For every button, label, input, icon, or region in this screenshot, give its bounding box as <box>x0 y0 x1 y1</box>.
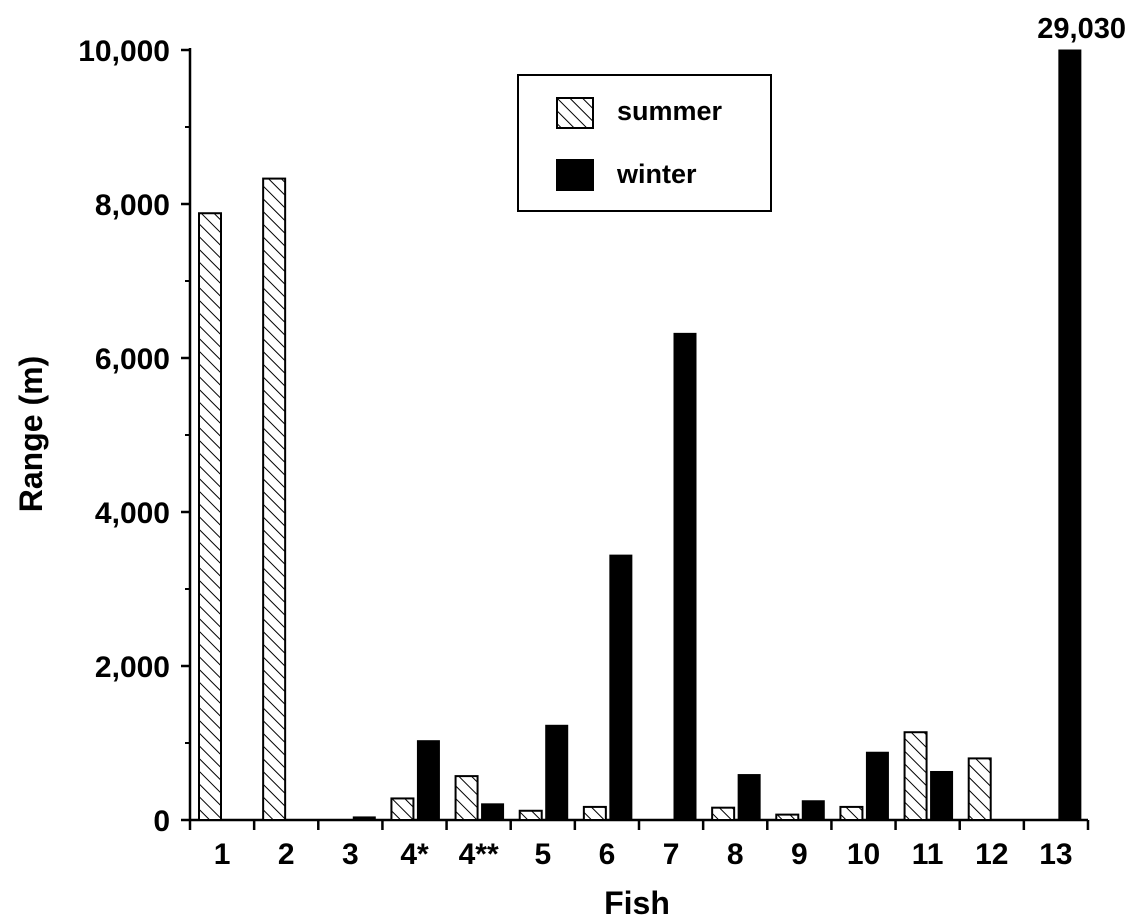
bar-summer <box>391 798 413 820</box>
legend-swatch-winter <box>557 160 593 190</box>
y-tick-label: 8,000 <box>95 189 170 222</box>
x-tick-label: 5 <box>534 838 551 871</box>
bar-winter <box>353 817 375 820</box>
x-tick-label: 12 <box>975 838 1008 871</box>
y-tick-label: 0 <box>153 805 170 838</box>
bar-summer <box>905 732 927 820</box>
x-tick-label: 6 <box>599 838 616 871</box>
bar-winter <box>738 775 760 820</box>
y-tick-label: 4,000 <box>95 497 170 530</box>
x-tick-label: 8 <box>727 838 744 871</box>
x-tick-label: 1 <box>214 838 231 871</box>
bar-summer <box>520 811 542 820</box>
bar-winter <box>931 771 953 820</box>
x-tick-label: 7 <box>663 838 680 871</box>
x-tick-label: 4* <box>400 838 429 871</box>
bar-summer <box>712 808 734 820</box>
bar-summer <box>456 776 478 820</box>
legend-label-summer: summer <box>617 96 723 126</box>
bar-winter <box>546 725 568 820</box>
bar-summer <box>840 807 862 820</box>
bar-annotation: 29,030 <box>1037 13 1126 45</box>
y-tick-label: 2,000 <box>95 651 170 684</box>
x-tick-label: 10 <box>847 838 880 871</box>
bar-winter <box>802 801 824 820</box>
bar-summer <box>584 807 606 820</box>
bar-winter <box>866 752 888 820</box>
y-tick-label: 10,000 <box>78 35 170 68</box>
bar-winter <box>1059 50 1081 820</box>
legend: summer winter <box>518 75 771 211</box>
x-tick-label: 2 <box>278 838 295 871</box>
bar-summer <box>199 213 221 820</box>
x-tick-label: 9 <box>791 838 808 871</box>
y-tick-label: 6,000 <box>95 343 170 376</box>
legend-label-winter: winter <box>616 159 697 189</box>
x-tick-label: 3 <box>342 838 359 871</box>
bar-winter <box>482 804 504 820</box>
y-axis-title: Range (m) <box>13 356 49 512</box>
bar-summer <box>263 179 285 820</box>
x-axis-title: Fish <box>604 885 670 921</box>
legend-swatch-summer <box>557 98 593 128</box>
bar-summer <box>776 815 798 820</box>
x-tick-label: 4** <box>459 838 499 871</box>
x-tick-label: 13 <box>1039 838 1072 871</box>
bar-winter <box>610 555 632 820</box>
x-tick-label: 11 <box>912 838 944 871</box>
bar-winter <box>674 333 696 820</box>
bar-winter <box>417 741 439 820</box>
bar-summer <box>969 758 991 820</box>
